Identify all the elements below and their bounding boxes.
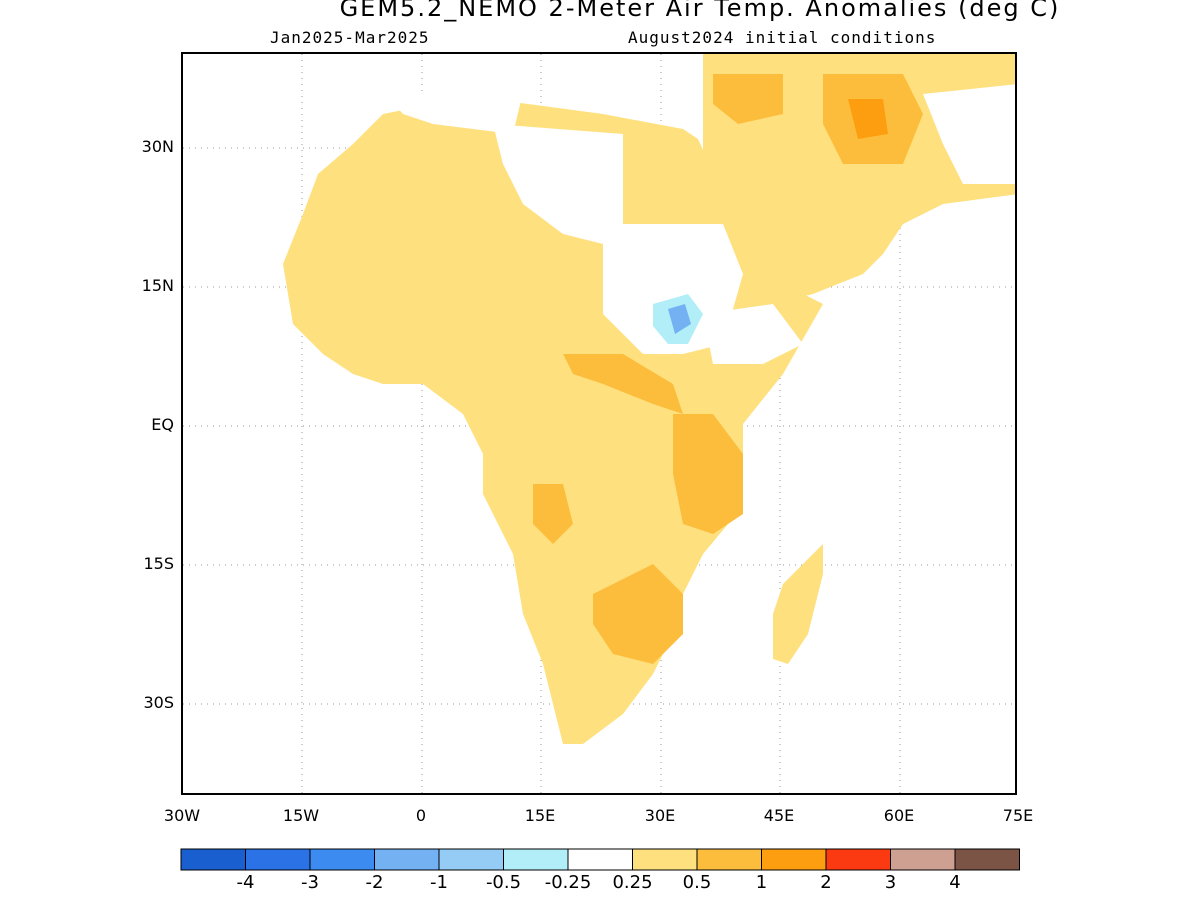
legend-label: 4 bbox=[949, 872, 961, 893]
sahara-neutral bbox=[493, 124, 623, 244]
forecast-period: Jan2025-Mar2025 bbox=[270, 28, 430, 47]
lat-label-30n: 30N bbox=[141, 137, 174, 156]
legend-label: 0.25 bbox=[612, 872, 653, 893]
map-title: GEM5.2_NEMO 2-Meter Air Temp. Anomalies … bbox=[339, 0, 1061, 22]
legend-label: 1 bbox=[755, 872, 768, 893]
legend-swatch bbox=[761, 848, 827, 871]
legend-label: -0.25 bbox=[544, 872, 592, 893]
lat-label-15n: 15N bbox=[141, 276, 174, 295]
north-neutral bbox=[383, 92, 523, 134]
anomaly-map bbox=[183, 54, 1015, 793]
legend-label: -3 bbox=[301, 872, 319, 893]
legend-label: 2 bbox=[820, 872, 832, 893]
central-africa-warm bbox=[563, 354, 683, 414]
legend-swatch bbox=[245, 848, 311, 871]
arabia-top-warm bbox=[713, 74, 783, 124]
lon-label-45e: 45E bbox=[763, 806, 795, 825]
sudan-cold-core bbox=[668, 304, 691, 334]
legend-label: -4 bbox=[236, 872, 255, 893]
ethiopia-neutral bbox=[703, 304, 803, 364]
lon-label-15e: 15E bbox=[524, 806, 556, 825]
legend-label: -2 bbox=[365, 872, 384, 893]
legend-swatch bbox=[696, 848, 762, 871]
southern-africa-warm bbox=[593, 564, 683, 664]
iran-strong-core bbox=[848, 99, 888, 139]
madagascar-warm bbox=[773, 544, 823, 664]
initial-conditions: August2024 initial conditions bbox=[628, 28, 937, 47]
color-legend bbox=[180, 848, 1020, 871]
legend-swatch bbox=[954, 848, 1020, 871]
legend-swatch bbox=[825, 848, 891, 871]
legend-swatch bbox=[890, 848, 956, 871]
lon-label-0: 0 bbox=[415, 806, 427, 825]
lat-label-eq: EQ bbox=[151, 415, 174, 434]
lon-label-30w: 30W bbox=[163, 806, 201, 825]
lon-label-30e: 30E bbox=[644, 806, 676, 825]
lon-label-60e: 60E bbox=[883, 806, 915, 825]
legend-label: 3 bbox=[884, 872, 897, 893]
legend-swatch bbox=[309, 848, 375, 871]
lon-label-75e: 75E bbox=[1002, 806, 1034, 825]
lat-label-30s: 30S bbox=[143, 693, 174, 712]
legend-label: 0.5 bbox=[682, 872, 712, 893]
legend-boxes bbox=[180, 848, 1020, 871]
iran-neutral bbox=[923, 84, 1015, 184]
east-africa-warm bbox=[673, 414, 743, 534]
legend-swatch bbox=[374, 848, 440, 871]
legend-label: -0.5 bbox=[485, 872, 522, 893]
legend-swatch bbox=[503, 848, 569, 871]
legend-swatch bbox=[438, 848, 504, 871]
legend-swatch bbox=[567, 848, 633, 871]
angola-warm bbox=[533, 484, 573, 544]
legend-label: -1 bbox=[430, 872, 448, 893]
lon-label-15w: 15W bbox=[282, 806, 320, 825]
legend-swatch bbox=[180, 848, 246, 871]
map-panel bbox=[181, 52, 1017, 795]
legend-swatch bbox=[632, 848, 698, 871]
lat-label-15s: 15S bbox=[143, 554, 174, 573]
